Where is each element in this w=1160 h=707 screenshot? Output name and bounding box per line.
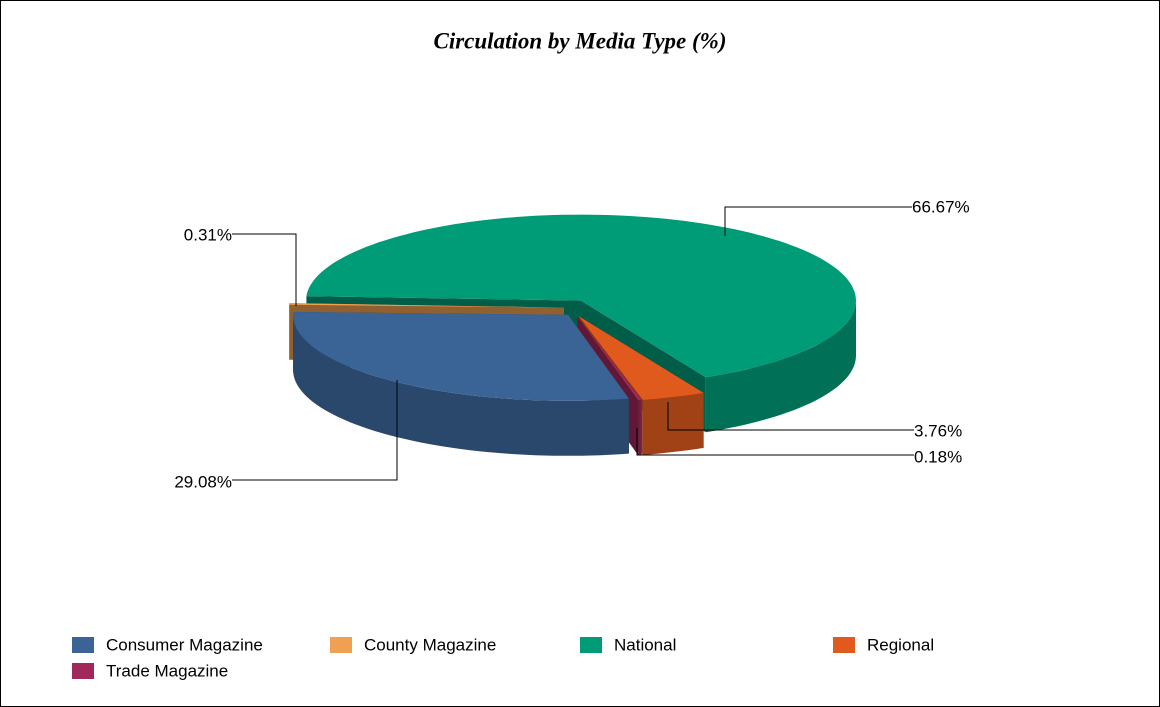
data-label: 29.08% <box>174 472 232 491</box>
leader-line <box>724 206 912 236</box>
pie-slice <box>577 316 642 401</box>
leader-line <box>232 233 297 306</box>
slice-side <box>293 314 629 456</box>
legend-swatch <box>580 637 602 653</box>
legend-swatch <box>330 637 352 653</box>
slice-side <box>642 392 704 455</box>
data-label: 0.18% <box>914 447 962 466</box>
pie-slice <box>306 214 856 378</box>
leader-line <box>636 428 914 456</box>
legend-label: Consumer Magazine <box>106 635 263 654</box>
legend-swatch <box>833 637 855 653</box>
leader-line <box>232 380 398 481</box>
leader-line <box>667 402 914 431</box>
legend-label: County Magazine <box>364 635 496 654</box>
data-label: 66.67% <box>912 197 970 216</box>
slice-side <box>705 300 856 433</box>
legend-label: Regional <box>867 635 934 654</box>
data-label: 3.76% <box>914 421 962 440</box>
legend-label: Trade Magazine <box>106 661 228 680</box>
slice-side <box>638 400 642 456</box>
pie-slice <box>578 316 704 400</box>
legend-swatch <box>72 637 94 653</box>
legend-label: National <box>614 635 676 654</box>
data-label: 0.31% <box>184 225 232 244</box>
pie-slice <box>293 312 629 401</box>
pie-slice <box>289 303 564 308</box>
legend-swatch <box>72 663 94 679</box>
chart-title: Circulation by Media Type (%) <box>434 28 727 53</box>
